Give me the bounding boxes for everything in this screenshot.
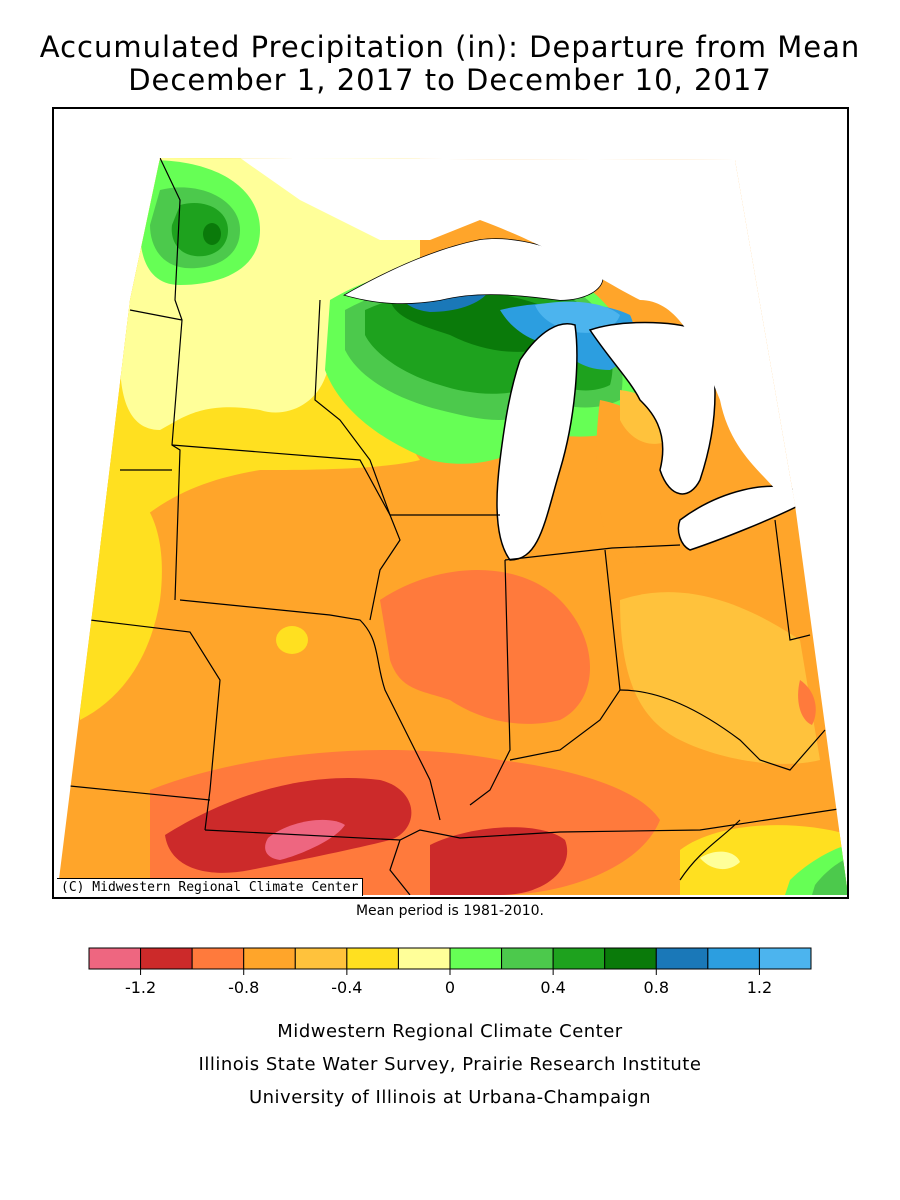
legend-tick-label: -1.2 [125,978,156,997]
legend-tick-label: 0 [445,978,455,997]
legend-tick-label: 0.4 [540,978,565,997]
legend-bin [140,947,193,970]
boundary-il-in [469,559,511,806]
boundary-wi [314,299,500,516]
legend-bin [243,947,296,970]
legend-bins [88,947,812,970]
map-credit-label: (C) Midwestern Regional Climate Center [57,878,364,896]
map-title: Accumulated Precipitation (in): Departur… [39,30,861,64]
map-subtitle-date-range: December 1, 2017 to December 10, 2017 [128,63,772,97]
boundary-oh-ky-wv [619,689,826,771]
boundary-nd-sd [129,309,183,321]
legend-bin [758,947,812,970]
boundary-mo-bootheel [389,839,411,895]
lake-erie [677,485,801,551]
legend-bin [501,947,554,970]
state-boundaries [59,158,846,895]
legend-tick-label: -0.8 [228,978,259,997]
shade-minus-0.9-il-in [380,570,590,724]
shade-plus-0.7-mn [203,223,221,245]
shade-minus-0.7-lower-mi [596,400,700,564]
legend-tick-label: 0.8 [644,978,669,997]
shade-minus-1.1-ky [430,827,568,895]
legend-bin [294,947,348,970]
boundary-in-oh [509,549,621,761]
boundary-ky-va [679,819,741,881]
legend-bin [449,947,503,970]
mean-period-note: Mean period is 1981-2010. [355,903,545,919]
boundary-ks-ok [59,784,211,801]
legend-ticks: -1.2 -0.8 -0.4 0 0.4 0.8 1.2 [125,969,772,997]
shade-plus-1.3-superior [535,301,620,333]
boundary-ne-ks-mo [89,619,221,831]
shade-minus-1.3-mo [265,819,345,860]
legend-bin [707,947,760,970]
lake-michigan [496,323,578,561]
legend-bin [604,947,657,970]
legend-bin [397,947,451,970]
boundary-iowa-mo-il [179,599,441,821]
footer-university: University of Illinois at Urbana-Champai… [248,1087,652,1108]
color-legend: -1.2 -0.8 -0.4 0 0.4 0.8 1.2 [88,947,812,997]
legend-tick-label: -0.4 [331,978,362,997]
shade-plus-0.3-se [812,858,848,895]
shade-minus-0.3-iowa-spot [276,626,308,654]
map-frame [52,107,849,899]
legend-tick-label: 1.2 [747,978,772,997]
footer-institute: Illinois State Water Survey, Prairie Res… [198,1054,702,1075]
boundary-il-west [369,514,401,621]
shade-minus-0.1-se [700,851,740,870]
legend-bin [191,947,245,970]
footer-center-name: Midwestern Regional Climate Center [277,1021,623,1042]
legend-bin [88,947,142,970]
shade-minus-1.1-mo [165,778,412,873]
legend-bin [655,947,709,970]
legend-bin [346,947,399,970]
boundary-oh-pa [774,519,811,641]
canada-region [160,158,795,505]
shade-minus-0.5-ohio [620,592,820,764]
legend-bin [552,947,606,970]
boundary-mi-in-oh [504,544,681,561]
boundary-mn-iowa [171,444,391,516]
lake-superior-fill [345,239,603,304]
shade-minus-0.9-ohio-edge [798,680,816,725]
